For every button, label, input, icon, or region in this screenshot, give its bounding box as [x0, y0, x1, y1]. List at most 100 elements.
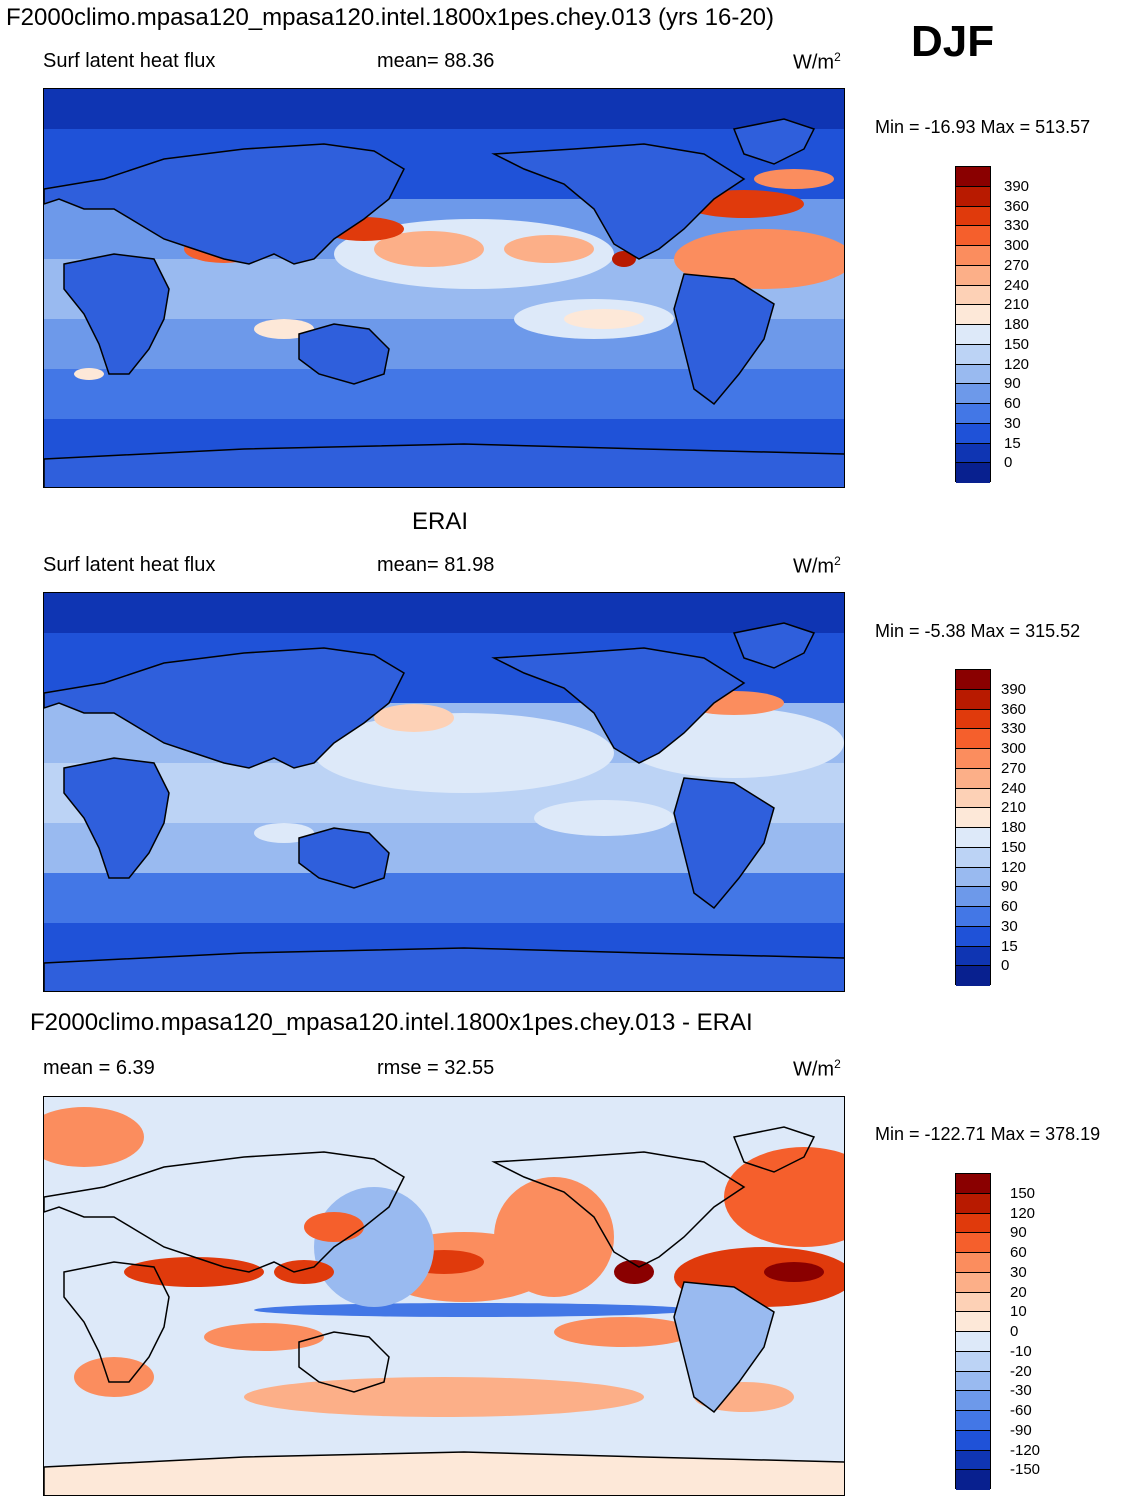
flux-feature [612, 251, 636, 267]
continent-antarctica [44, 947, 844, 991]
panel1-map [43, 88, 845, 488]
flux-feature [314, 713, 614, 793]
flux-feature [374, 231, 484, 267]
colorbar-segment [956, 1253, 990, 1273]
panel1-variable-label: Surf latent heat flux [43, 50, 216, 72]
flux-feature [724, 1147, 844, 1247]
colorbar-segment [956, 325, 990, 345]
colorbar-tick-label: 150 [1001, 838, 1027, 856]
colorbar-segment [956, 443, 990, 464]
flux-feature [564, 309, 644, 329]
colorbar-segment [956, 246, 990, 266]
colorbar-segment [956, 1470, 990, 1490]
colorbar-tick-label: 210 [1001, 799, 1027, 817]
colorbar-segment [956, 867, 990, 888]
continent-greenland [732, 118, 816, 165]
continent-greenland [732, 1126, 816, 1173]
colorbar-segment [956, 1430, 990, 1451]
flux-feature [124, 1257, 264, 1287]
colorbar-segment [956, 344, 990, 365]
colorbar-segment [956, 463, 990, 483]
panel1-units: W/m2 [793, 50, 841, 74]
continent-south-america [673, 777, 775, 910]
colorbar-tick-label: 120 [1001, 858, 1027, 876]
flux-feature [74, 368, 104, 380]
colorbar-segment [956, 167, 990, 187]
colorbar-tick-label: 180 [1001, 819, 1027, 836]
panel3-minmax: Min = -122.71 Max = 378.19 [875, 1124, 1101, 1144]
colorbar-tick-label: 30 [1004, 414, 1021, 432]
colorbar-segment [956, 1312, 990, 1332]
continent-north-america [491, 647, 746, 764]
colorbar-segment [956, 1391, 990, 1411]
colorbar-tick-label: 90 [1001, 878, 1018, 896]
panel1-mean-label: mean= 88.36 [377, 50, 495, 72]
flux-feature [304, 1212, 364, 1242]
colorbar-tick-label: 300 [1004, 237, 1030, 254]
flux-feature [674, 229, 844, 289]
colorbar-tick-label: 90 [1004, 375, 1021, 393]
colorbar-segment [956, 423, 990, 444]
colorbar-tick-label: 360 [1004, 197, 1030, 215]
colorbar-segment [956, 926, 990, 947]
continent-south-america [673, 273, 775, 406]
flux-feature [614, 1260, 654, 1284]
panel2-colorbar [955, 669, 991, 986]
flux-feature [494, 1177, 614, 1297]
flux-feature [374, 704, 454, 732]
flux-feature [554, 1317, 694, 1347]
lat-band [44, 89, 844, 129]
colorbar-tick-label: -30 [1010, 1382, 1032, 1400]
colorbar-segment [956, 1233, 990, 1253]
lat-band [44, 593, 844, 633]
colorbar-tick-label: 270 [1004, 256, 1030, 274]
continent-australia [298, 323, 390, 385]
colorbar-tick-label: 240 [1001, 779, 1027, 797]
colorbar-tick-label: 300 [1001, 740, 1027, 757]
colorbar-tick-label: 240 [1004, 276, 1030, 294]
colorbar-tick-label: -90 [1010, 1421, 1032, 1439]
colorbar-tick-label: 150 [1010, 1184, 1036, 1202]
continent-australia [298, 827, 390, 889]
colorbar-tick-label: 210 [1004, 296, 1030, 314]
colorbar-segment [956, 404, 990, 424]
colorbar-tick-label: 60 [1010, 1244, 1027, 1261]
colorbar-segment [956, 907, 990, 927]
continent-africa [63, 1261, 170, 1383]
colorbar-tick-label: -10 [1010, 1342, 1032, 1360]
panel2-units: W/m2 [793, 554, 841, 578]
colorbar-tick-label: 15 [1001, 937, 1018, 955]
colorbar-tick-label: 270 [1001, 759, 1027, 777]
panel2-mean-label: mean= 81.98 [377, 554, 495, 576]
figure-title: F2000climo.mpasa120_mpasa120.intel.1800x… [6, 4, 775, 31]
colorbar-tick-label: 330 [1001, 720, 1027, 738]
continent-eurasia [44, 143, 405, 265]
colorbar-segment [956, 749, 990, 769]
continent-north-america [491, 1151, 746, 1268]
flux-feature [274, 1260, 334, 1284]
colorbar-tick-label: 0 [1004, 454, 1013, 472]
continent-africa [63, 253, 170, 375]
colorbar-segment [956, 946, 990, 967]
panel3-colorbar [955, 1173, 991, 1490]
colorbar-segment [956, 1450, 990, 1471]
colorbar-tick-label: -20 [1010, 1362, 1032, 1380]
colorbar-segment [956, 285, 990, 306]
colorbar-segment [956, 226, 990, 246]
panel1-colorbar [955, 166, 991, 483]
colorbar-tick-label: 90 [1010, 1224, 1027, 1242]
colorbar-tick-label: 0 [1001, 957, 1010, 975]
continent-eurasia [44, 1151, 405, 1273]
flux-feature [534, 800, 674, 836]
colorbar-segment [956, 1332, 990, 1352]
colorbar-segment [956, 847, 990, 868]
colorbar-segment [956, 206, 990, 227]
panel2-title: ERAI [412, 508, 469, 535]
panel3-title: F2000climo.mpasa120_mpasa120.intel.1800x… [30, 1009, 753, 1036]
season-label: DJF [911, 17, 995, 66]
colorbar-segment [956, 1411, 990, 1431]
flux-feature [254, 1303, 694, 1317]
colorbar-segment [956, 1174, 990, 1194]
colorbar-segment [956, 305, 990, 325]
colorbar-tick-label: -150 [1010, 1461, 1041, 1479]
